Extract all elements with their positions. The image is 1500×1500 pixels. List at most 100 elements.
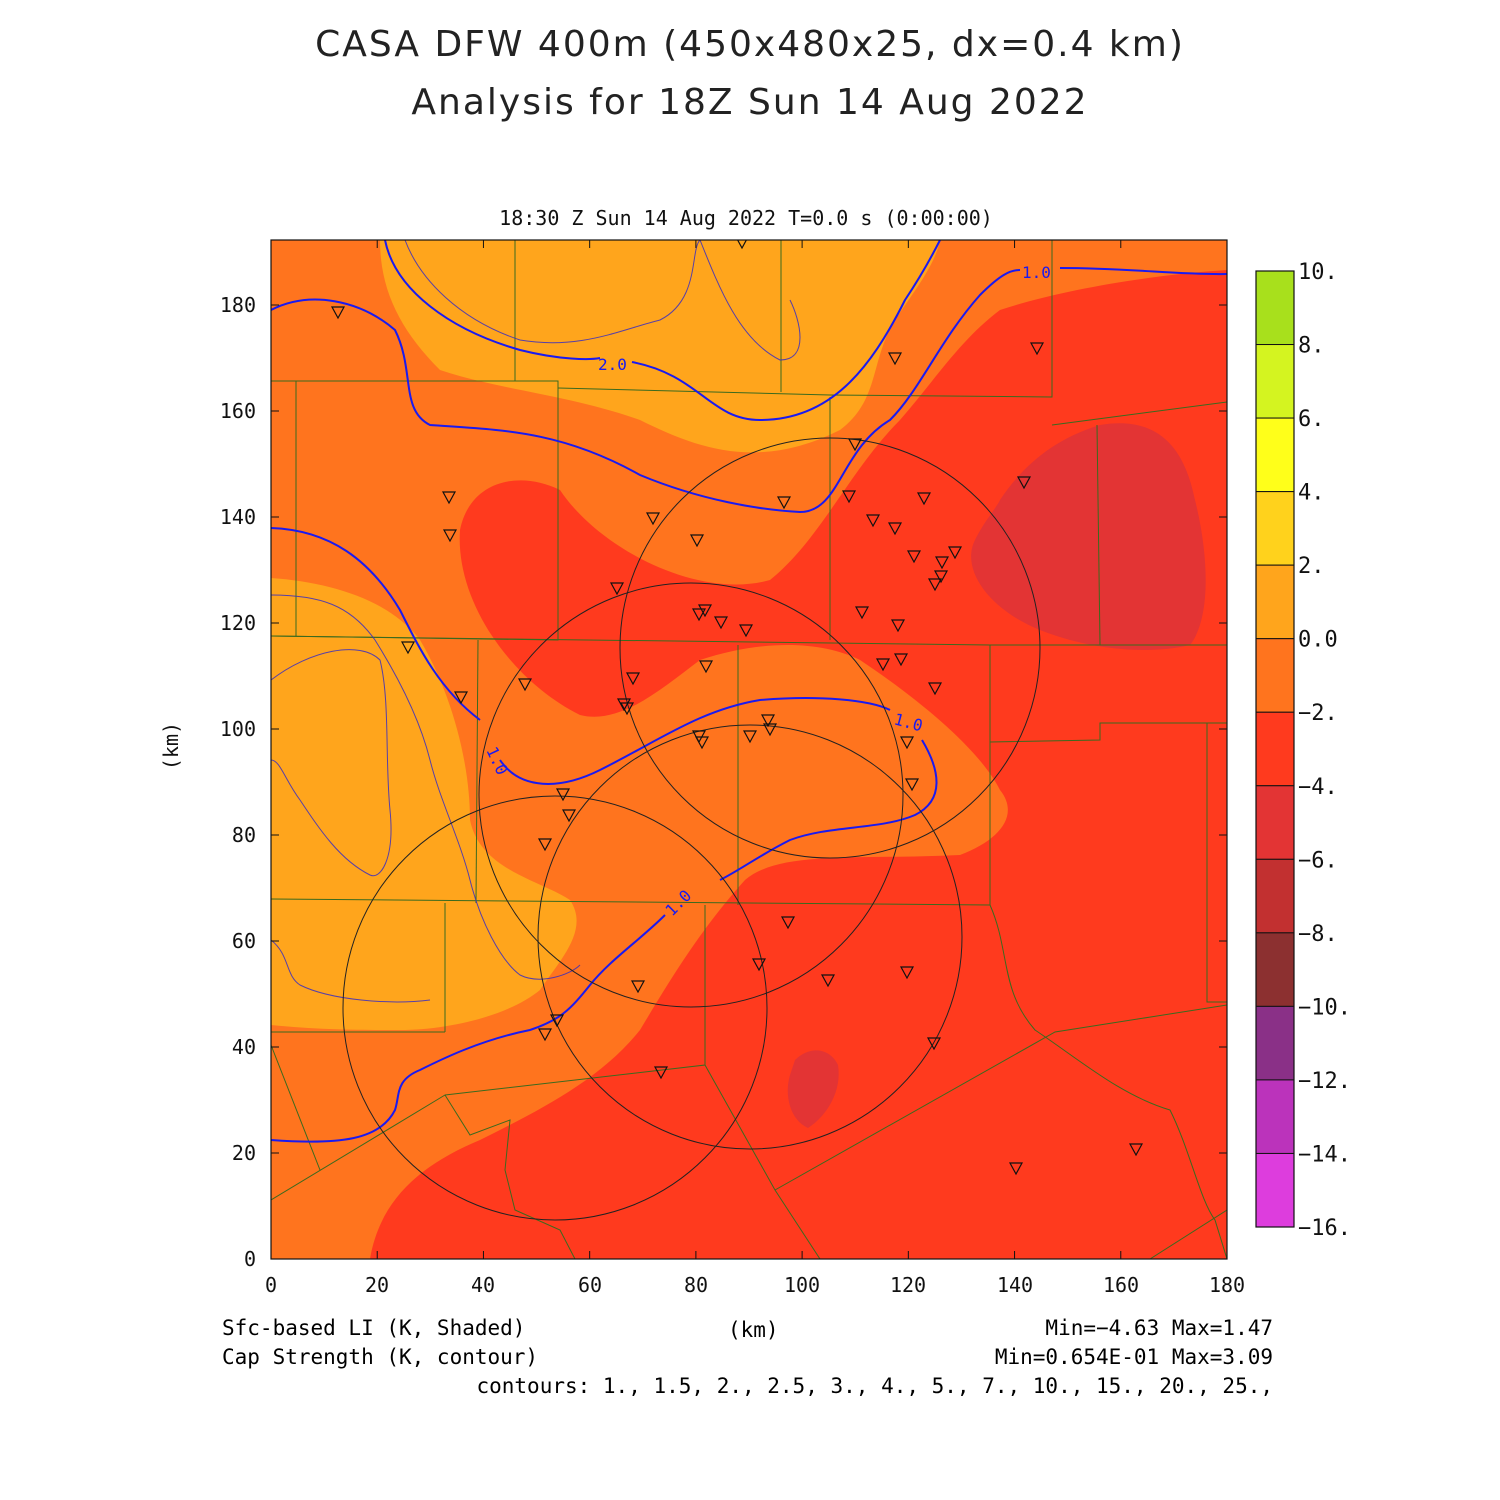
x-tick-labels: 0 20 40 60 80 100 120 140 160 180 [265,1273,1245,1297]
colorbar-label: −14. [1298,1142,1351,1167]
station-marker [1128,1143,1144,1157]
radar-ring [478,582,904,1008]
chart-title: CASA DFW 400m (450x480x25, dx=0.4 km) [315,24,1185,65]
station-marker [630,980,646,994]
station-marker [537,1028,553,1042]
station-marker [916,492,932,506]
colorbar-label: −8. [1298,922,1338,947]
y-tick-label: 60 [232,929,256,953]
colorbar-swatch [1255,711,1295,787]
station-marker [561,809,577,823]
station-marker [899,736,915,750]
x-tick-label: 60 [578,1273,602,1297]
x-tick-label: 20 [365,1273,389,1297]
shaded-field-label: Sfc-based LI (K, Shaded) [222,1316,526,1340]
station-marker [854,606,870,620]
y-tick-label: 160 [220,399,256,423]
station-marker [441,491,457,505]
contour-min-max: Min=0.654E-01 Max=3.09 [994,1345,1273,1369]
station-marker [625,672,641,686]
station-marker [453,691,469,705]
radar-range-rings [342,437,1041,1221]
y-tick-label: 40 [232,1035,256,1059]
station-marker [865,514,881,528]
contour-1.0-north [271,267,1227,514]
radar-ring [537,724,963,1150]
colorbar-labels: 10. 8. 6. 4. 2. 0.0 −2. −4. −6. −8. −10. −12. −14. −1… [1298,260,1351,1241]
valid-time-label: 18:30 Z Sun 14 Aug 2022 T=0.0 s (0:00:00… [499,206,993,230]
station-marker [926,1037,942,1051]
station-marker [1008,1162,1024,1176]
radar-ring [342,795,768,1221]
station-marker [1016,476,1032,490]
station-marker [776,496,792,510]
contour-2.0 [384,240,941,422]
x-tick-label: 80 [684,1273,708,1297]
station-marker [934,556,950,570]
station-marker [697,604,713,618]
station-marker [1029,342,1045,356]
colorbar-frame [1255,270,1295,1228]
shaded-min-max: Min=−4.63 Max=1.47 [1045,1316,1273,1340]
station-marker [694,736,710,750]
colorbar-swatch [1255,491,1295,566]
station-marker [517,678,533,692]
station-marker [890,619,906,633]
station-marker [820,974,836,988]
station-marker [762,723,778,737]
station-marker [887,522,903,536]
y-tick-label: 20 [232,1141,256,1165]
colorbar-swatch [1255,638,1295,713]
colorbar-label: 2. [1298,554,1325,579]
station-marker [653,1066,669,1080]
station-marker [400,641,416,655]
colorbar-label: −16. [1298,1216,1351,1241]
station-marker [738,624,754,638]
colorbar-swatch [1255,344,1295,419]
station-marker [904,778,920,792]
li-shade-0-2-west [271,578,577,1030]
station-markers [330,240,1144,1176]
y-tick-label: 100 [220,717,256,741]
station-marker [927,578,943,592]
colorbar-swatch [1255,417,1295,493]
x-tick-label: 40 [471,1273,495,1297]
colorbar-label: −10. [1298,995,1351,1020]
colorbar-label: 4. [1298,481,1325,506]
y-tick-label: 80 [232,823,256,847]
y-tick-label: 140 [220,505,256,529]
station-marker [549,1014,565,1028]
x-tick-label: 0 [265,1273,277,1297]
x-tick-label: 180 [1209,1273,1245,1297]
colorbar-label: −4. [1298,775,1338,800]
map-area: 2.0 1.0 1.0 1.0 1.0 [271,240,1227,1259]
axis-ticks [270,240,1228,1260]
station-marker [689,534,705,548]
station-marker [609,582,625,596]
cap-strength-thin-contours [271,240,801,1003]
y-axis-label: (km) [159,722,183,770]
colorbar-label: 8. [1298,334,1325,359]
station-marker [713,616,729,630]
x-tick-label: 120 [890,1273,926,1297]
station-marker [899,966,915,980]
plot-frame [270,239,1228,1260]
station-marker [760,714,776,728]
station-marker [442,529,458,543]
y-tick-labels: 0 20 40 60 80 100 120 140 160 180 [220,293,256,1271]
x-tick-label: 140 [997,1273,1033,1297]
colorbar-label: 10. [1298,260,1338,285]
colorbar-swatch [1255,932,1295,1007]
station-marker [906,550,922,564]
contour-label: 2.0 [598,355,627,374]
station-marker [893,653,909,667]
y-tick-label: 0 [244,1247,256,1271]
colorbar-label: 0.0 [1298,628,1338,653]
x-tick-label: 160 [1103,1273,1139,1297]
colorbar-swatch [1255,1079,1295,1154]
station-marker [537,838,553,852]
x-axis-label: (km) [728,1318,779,1342]
y-tick-label: 120 [220,611,256,635]
station-marker [616,698,632,712]
